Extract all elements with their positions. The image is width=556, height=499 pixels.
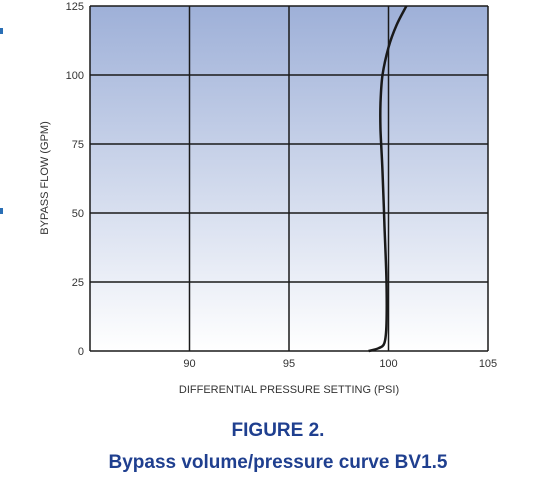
y-tick-label: 75 (72, 139, 84, 151)
x-tick-label: 105 (479, 358, 497, 370)
grid (89, 5, 489, 352)
series-line (368, 5, 408, 353)
x-axis-label: DIFFERENTIAL PRESSURE SETTING (PSI) (179, 384, 399, 396)
figure-title: Bypass volume/pressure curve BV1.5 (108, 452, 448, 473)
edge-mark (0, 28, 3, 34)
edge-mark (0, 208, 3, 214)
x-tick-label: 100 (379, 358, 397, 370)
y-axis-ticks: 0 25 50 75 100 125 (66, 1, 84, 358)
y-axis-label: BYPASS FLOW (GPM) (39, 121, 51, 234)
x-tick-label: 95 (283, 358, 295, 370)
y-tick-label: 50 (72, 208, 84, 220)
x-tick-label: 90 (183, 358, 195, 370)
y-tick-label: 0 (78, 346, 84, 358)
chart: 90 95 100 105 0 25 50 75 100 125 DIFFERENTIAL PR… (39, 1, 497, 396)
figure-number: FIGURE 2. (231, 420, 325, 441)
y-tick-label: 125 (66, 1, 84, 13)
x-axis-ticks: 90 95 100 105 (183, 358, 497, 370)
y-tick-label: 25 (72, 277, 84, 289)
y-tick-label: 100 (66, 70, 84, 82)
